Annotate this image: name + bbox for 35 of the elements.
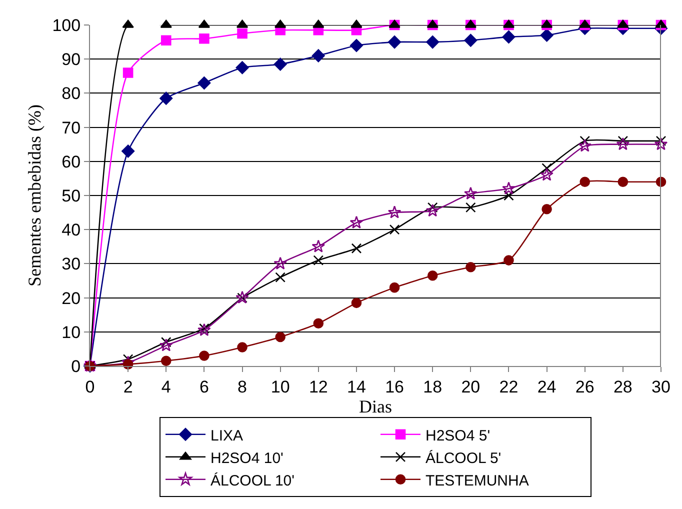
y-tick-label: 30 (62, 254, 81, 274)
legend-label: ÁLCOOL 10' (210, 471, 295, 490)
y-tick-label: 70 (62, 118, 81, 138)
x-axis-title: Dias (359, 396, 392, 416)
y-tick-label: 60 (62, 152, 81, 172)
x-tick-label: 28 (613, 377, 632, 396)
y-tick-label: 20 (62, 288, 81, 308)
x-tick-label: 26 (575, 377, 594, 396)
x-tick-label: 30 (652, 377, 670, 396)
x-tick-label: 0 (85, 377, 95, 396)
legend-label: LIXA (210, 427, 244, 444)
x-tick-label: 6 (199, 377, 209, 396)
x-tick-label: 22 (499, 377, 518, 396)
x-tick-label: 12 (308, 377, 328, 396)
x-tick-label: 18 (423, 377, 442, 396)
x-tick-label: 20 (461, 377, 480, 396)
legend-label: H2SO4 5' (426, 427, 490, 444)
x-tick-label: 2 (123, 377, 133, 396)
y-tick-label: 80 (62, 84, 81, 104)
y-tick-label: 90 (62, 50, 81, 70)
y-tick-label: 100 (52, 16, 81, 35)
x-tick-label: 14 (347, 377, 366, 396)
legend-label: ÁLCOOL 5' (426, 448, 502, 467)
legend-label: TESTEMUNHA (426, 472, 529, 490)
x-tick-label: 4 (161, 377, 171, 396)
y-tick-label: 50 (62, 186, 81, 206)
y-tick-label: 10 (62, 322, 81, 342)
y-tick-label: 40 (62, 220, 81, 240)
y-axis-title: Sementes embebidas (%) (24, 104, 44, 286)
x-tick-label: 10 (270, 377, 290, 396)
x-tick-label: 16 (385, 377, 404, 396)
y-tick-label: 0 (71, 356, 81, 376)
legend-label: H2SO4 10' (210, 450, 284, 467)
x-tick-label: 24 (537, 377, 556, 396)
x-tick-label: 8 (238, 377, 248, 396)
